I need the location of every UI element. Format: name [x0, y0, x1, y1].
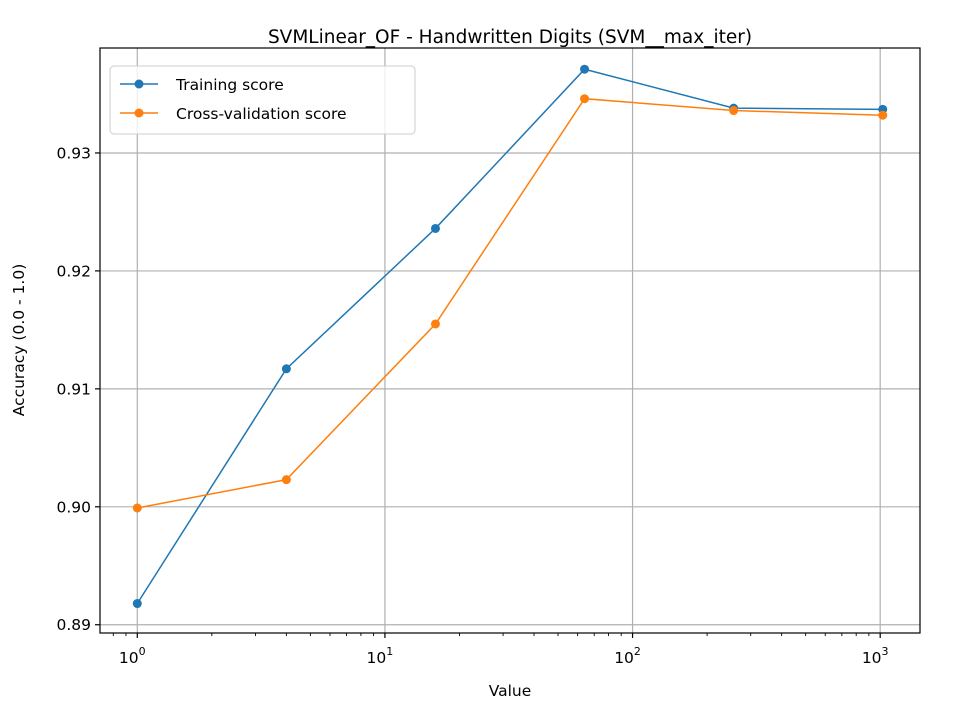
y-tick-label: 0.90 — [56, 498, 91, 516]
y-tick-label: 0.93 — [56, 144, 91, 162]
data-point — [281, 364, 291, 374]
data-point — [430, 223, 440, 233]
x-tick-label: 102 — [614, 645, 641, 667]
x-tick-exponent: 0 — [139, 645, 146, 658]
legend-swatch-marker — [134, 79, 144, 89]
plot-area-background — [100, 48, 920, 633]
legend-swatch-marker — [134, 108, 144, 118]
x-tick-exponent: 3 — [882, 645, 889, 658]
grid-lines — [100, 48, 920, 633]
chart-title: SVMLinear_OF - Handwritten Digits (SVM__… — [268, 27, 752, 48]
x-tick-label: 100 — [119, 645, 146, 667]
y-tick-label: 0.89 — [56, 616, 91, 634]
x-tick-label: 103 — [862, 645, 889, 667]
data-point — [729, 106, 739, 116]
y-axis-label: Accuracy (0.0 - 1.0) — [10, 264, 28, 417]
series-layer — [132, 64, 888, 609]
legend: Training score Cross-validation score — [109, 65, 416, 135]
x-tick-exponent: 2 — [634, 645, 641, 658]
legend-label: Cross-validation score — [176, 105, 347, 123]
x-tick-exponent: 1 — [386, 645, 393, 658]
y-tick-label: 0.91 — [56, 380, 91, 398]
legend-label: Training score — [175, 76, 284, 94]
x-tick-base: 10 — [614, 649, 634, 667]
legend-box — [109, 65, 416, 135]
x-axis-label: Value — [489, 682, 532, 700]
x-tick-base: 10 — [862, 649, 882, 667]
x-tick-base: 10 — [367, 649, 387, 667]
data-point — [580, 64, 590, 74]
series-line — [136, 68, 883, 604]
data-point — [132, 503, 142, 513]
data-point — [281, 475, 291, 485]
data-point — [430, 319, 440, 329]
data-point — [580, 94, 590, 104]
series-line — [137, 97, 883, 509]
y-tick-label: 0.92 — [56, 262, 91, 280]
plot-frame — [99, 47, 921, 634]
x-tick-label: 101 — [367, 645, 394, 667]
data-point — [878, 110, 888, 120]
x-tick-base: 10 — [119, 649, 139, 667]
data-point — [132, 599, 142, 609]
